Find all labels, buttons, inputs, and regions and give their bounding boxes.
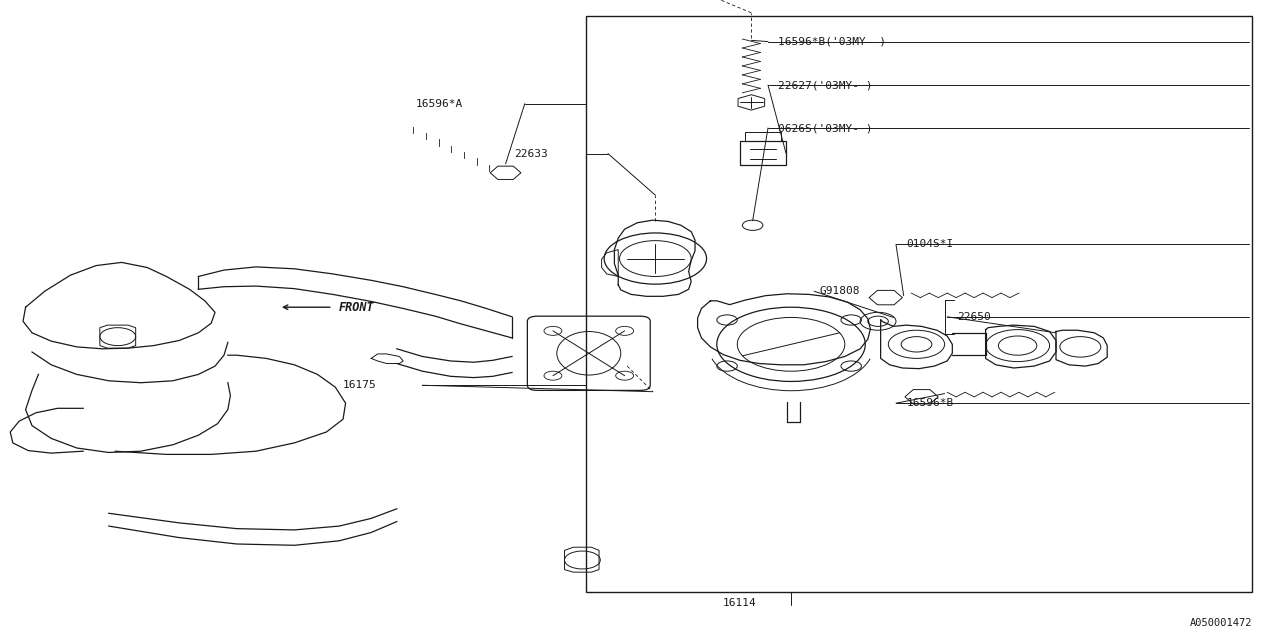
Text: 22633: 22633 [515, 148, 548, 159]
Bar [586, 16, 1252, 592]
Text: 16596*B('03MY- ): 16596*B('03MY- ) [778, 36, 886, 47]
Text: 16596*A: 16596*A [416, 99, 463, 109]
Text: 16175: 16175 [343, 380, 376, 390]
Text: FRONT: FRONT [339, 301, 375, 314]
Text: G91808: G91808 [819, 286, 860, 296]
Text: 16596*B: 16596*B [906, 398, 954, 408]
Text: 22627('03MY- ): 22627('03MY- ) [778, 80, 873, 90]
Text: 22650: 22650 [957, 312, 991, 322]
Text: A050001472: A050001472 [1189, 618, 1252, 628]
Text: 0104S*I: 0104S*I [906, 239, 954, 250]
Text: 16114: 16114 [723, 598, 756, 608]
Text: 0626S('03MY- ): 0626S('03MY- ) [778, 123, 873, 133]
